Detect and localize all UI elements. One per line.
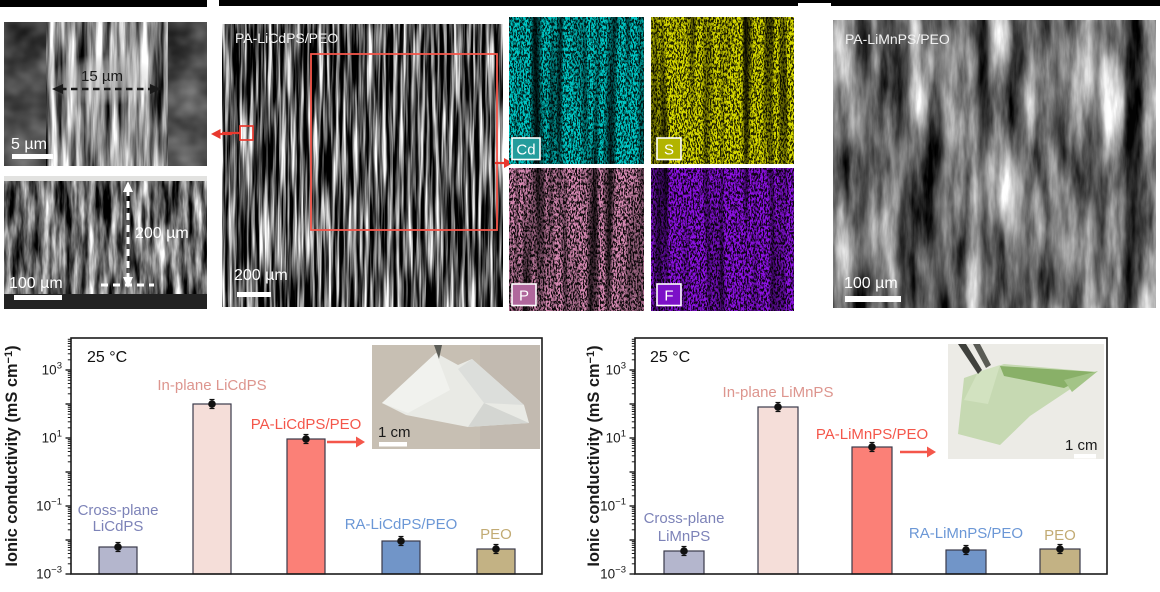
svg-text:F: F	[664, 288, 673, 305]
svg-text:In-plane LiMnPS: In-plane LiMnPS	[723, 384, 834, 401]
svg-text:In-plane LiCdPS: In-plane LiCdPS	[157, 377, 266, 394]
svg-text:101: 101	[42, 429, 62, 446]
svg-text:RA-LiMnPS/PEO: RA-LiMnPS/PEO	[909, 525, 1023, 542]
svg-text:1 cm: 1 cm	[1065, 437, 1098, 454]
svg-text:10−1: 10−1	[600, 497, 626, 514]
svg-text:Ionic conductivity (mS cm−1): Ionic conductivity (mS cm−1)	[3, 345, 21, 566]
svg-text:Cd: Cd	[516, 142, 535, 159]
svg-text:Cross-plane: Cross-plane	[644, 510, 725, 527]
svg-text:10−3: 10−3	[600, 565, 626, 582]
svg-text:200 µm: 200 µm	[135, 225, 189, 242]
svg-text:RA-LiCdPS/PEO: RA-LiCdPS/PEO	[345, 516, 458, 533]
svg-text:25 °C: 25 °C	[650, 349, 690, 366]
svg-text:103: 103	[606, 361, 626, 378]
svg-text:LiCdPS: LiCdPS	[93, 518, 144, 535]
svg-text:Ionic conductivity (mS cm−1): Ionic conductivity (mS cm−1)	[585, 345, 603, 566]
svg-text:1 cm: 1 cm	[378, 424, 411, 441]
svg-text:LiMnPS: LiMnPS	[658, 528, 711, 545]
svg-text:103: 103	[42, 361, 62, 378]
svg-text:PA-LiCdPS/PEO: PA-LiCdPS/PEO	[235, 30, 338, 46]
svg-text:101: 101	[606, 429, 626, 446]
svg-text:100 µm: 100 µm	[9, 275, 63, 292]
svg-text:PEO: PEO	[1044, 527, 1076, 544]
svg-text:PA-LiMnPS/PEO: PA-LiMnPS/PEO	[816, 426, 928, 443]
svg-text:10−1: 10−1	[36, 497, 62, 514]
svg-text:100 µm: 100 µm	[844, 275, 898, 292]
svg-text:PA-LiMnPS/PEO: PA-LiMnPS/PEO	[845, 31, 950, 47]
svg-text:200 µm: 200 µm	[234, 267, 288, 284]
svg-text:15 µm: 15 µm	[81, 68, 123, 85]
svg-text:P: P	[519, 288, 529, 305]
svg-text:S: S	[664, 142, 674, 159]
svg-text:5 µm: 5 µm	[11, 136, 47, 153]
svg-text:25 °C: 25 °C	[87, 349, 127, 366]
svg-text:Cross-plane: Cross-plane	[78, 502, 159, 519]
svg-text:PA-LiCdPS/PEO: PA-LiCdPS/PEO	[251, 416, 362, 433]
svg-text:10−3: 10−3	[36, 565, 62, 582]
svg-text:PEO: PEO	[480, 526, 512, 543]
